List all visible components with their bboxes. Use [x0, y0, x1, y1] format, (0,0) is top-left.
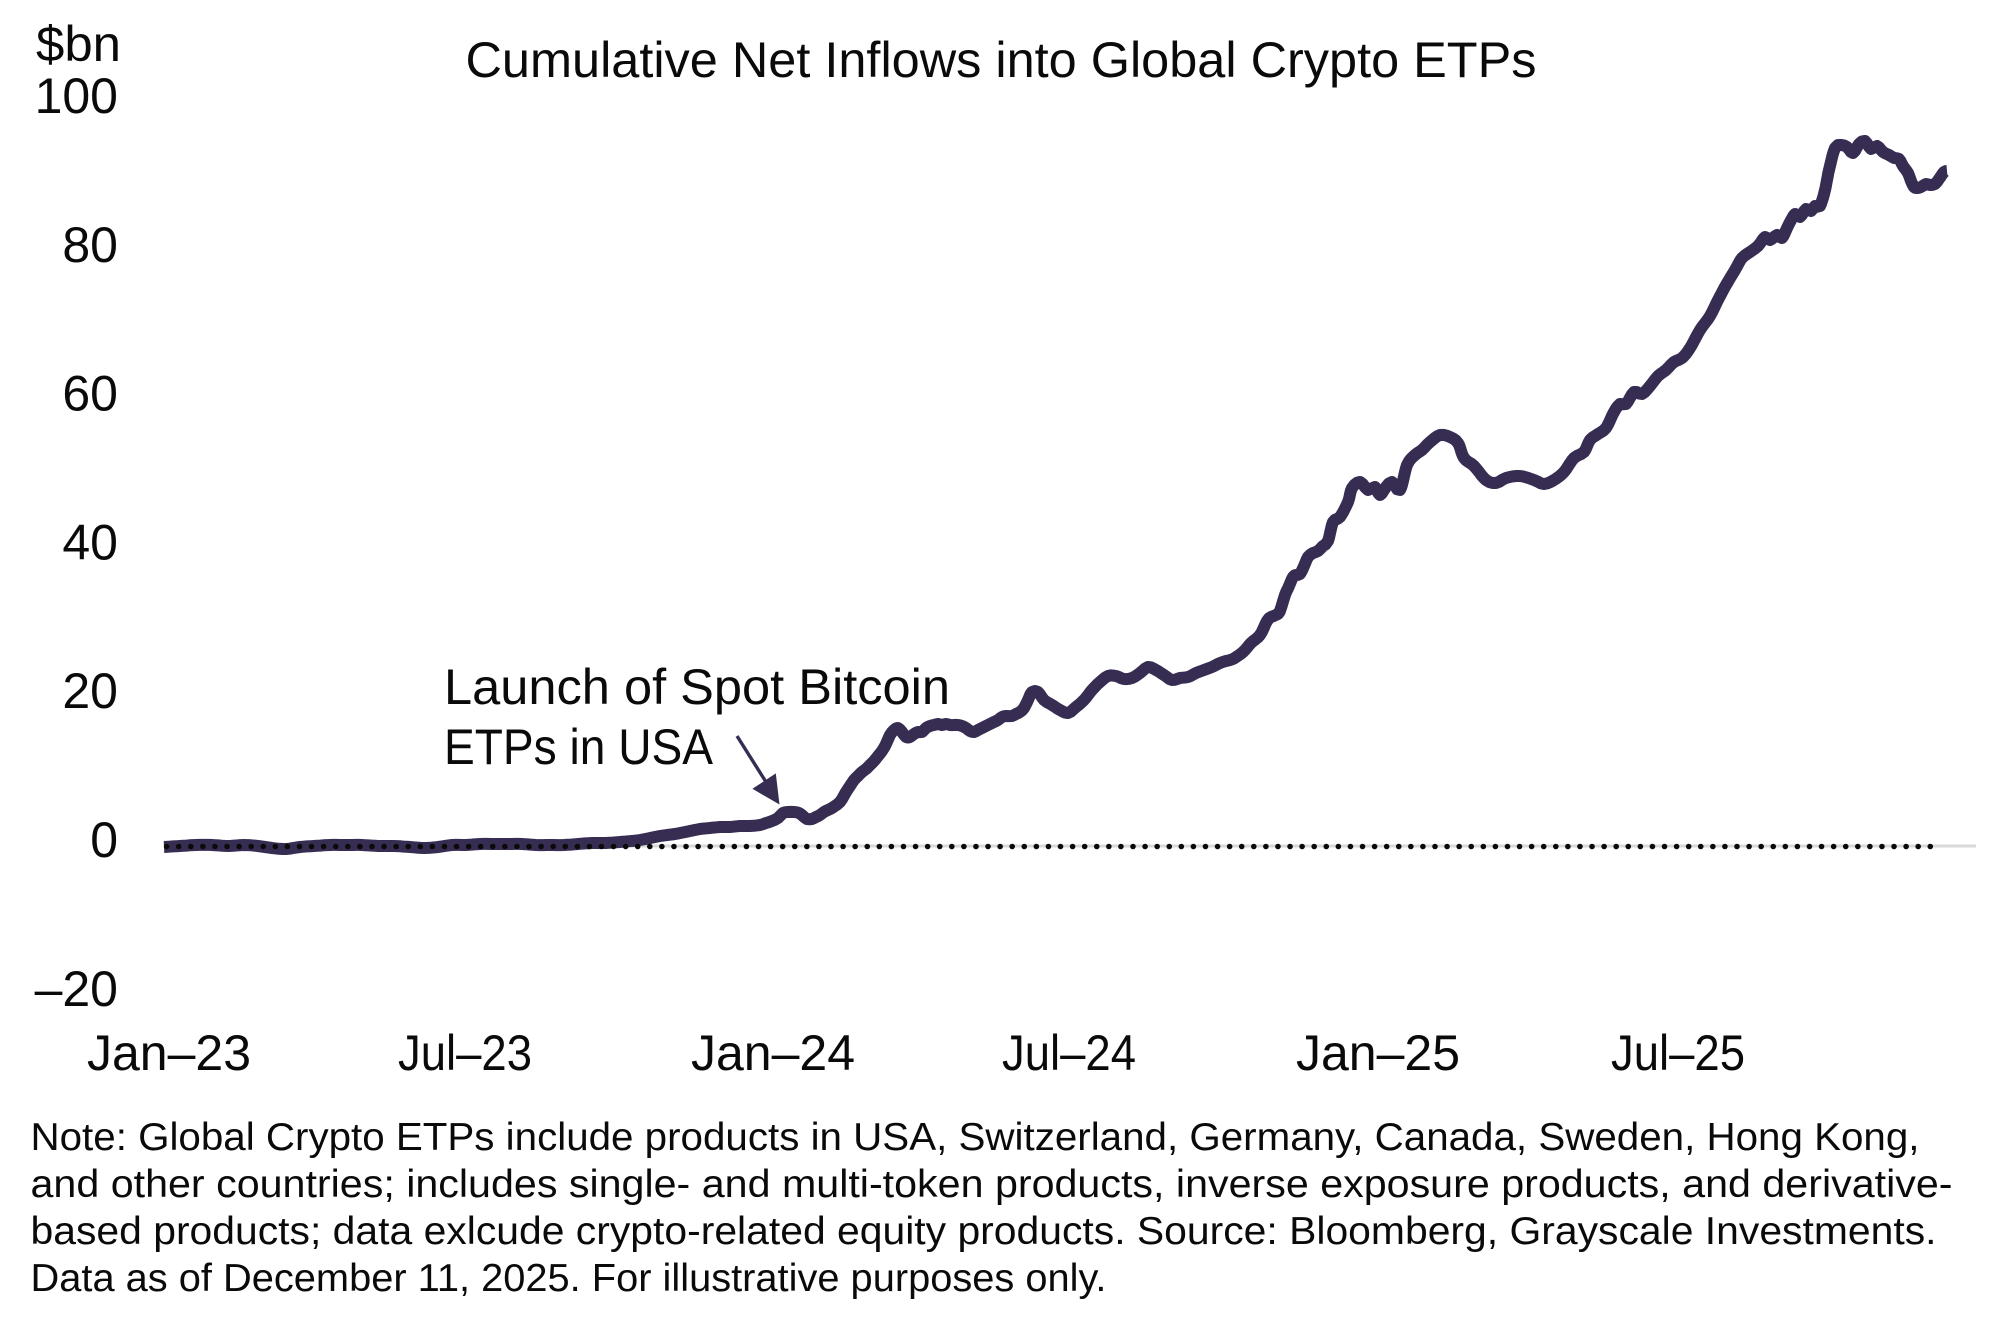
svg-text:Jan–25: Jan–25 [1296, 1025, 1460, 1081]
svg-text:100: 100 [35, 68, 118, 124]
svg-text:80: 80 [62, 217, 118, 273]
svg-text:Data as of December 11, 2025.: Data as of December 11, 2025. For illust… [31, 1257, 1107, 1300]
svg-text:Jul–23: Jul–23 [398, 1025, 532, 1081]
svg-text:$bn: $bn [36, 16, 121, 72]
svg-text:60: 60 [62, 366, 118, 422]
svg-text:Jan–23: Jan–23 [87, 1025, 251, 1081]
svg-text:Note: Global Crypto ETPs inclu: Note: Global Crypto ETPs include product… [31, 1116, 1920, 1159]
svg-text:40: 40 [62, 514, 118, 570]
svg-text:Launch of Spot Bitcoin: Launch of Spot Bitcoin [444, 659, 950, 715]
svg-text:based products; data exlcude c: based products; data exlcude crypto-rela… [31, 1210, 1937, 1253]
svg-text:Jan–24: Jan–24 [691, 1025, 855, 1081]
svg-text:Jul–24: Jul–24 [1002, 1025, 1136, 1081]
svg-text:Cumulative Net Inflows into Gl: Cumulative Net Inflows into Global Crypt… [466, 32, 1537, 88]
svg-text:–20: –20 [35, 961, 118, 1017]
svg-text:and other countries; includes: and other countries; includes single- an… [31, 1163, 1953, 1206]
svg-text:ETPs in USA: ETPs in USA [444, 719, 714, 775]
svg-text:Jul–25: Jul–25 [1611, 1025, 1745, 1081]
svg-text:0: 0 [90, 812, 118, 868]
svg-text:20: 20 [62, 663, 118, 719]
